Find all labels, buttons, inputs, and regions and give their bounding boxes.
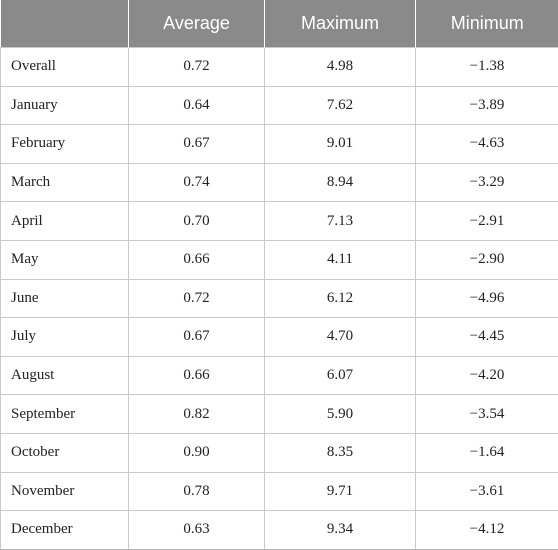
average-cell: 0.66 [128, 239, 265, 280]
maximum-cell: 9.71 [264, 471, 416, 512]
row-label-cell: November [0, 471, 129, 512]
maximum-cell: 8.94 [264, 162, 416, 203]
minimum-cell: −2.91 [415, 201, 558, 241]
table-row: August 0.66 6.07 −4.20 [0, 355, 558, 396]
table-row: May 0.66 4.11 −2.90 [0, 239, 558, 280]
minimum-cell: −4.96 [415, 278, 558, 319]
maximum-cell: 7.62 [264, 85, 416, 126]
row-label-cell: May [0, 239, 129, 280]
average-cell: 0.70 [128, 201, 265, 241]
table-row: April 0.70 7.13 −2.91 [0, 201, 558, 241]
table-row: July 0.67 4.70 −4.45 [0, 317, 558, 357]
header-cell-average: Average [128, 0, 265, 48]
average-cell: 0.67 [128, 317, 265, 357]
minimum-cell: −3.61 [415, 471, 558, 512]
row-label-cell: February [0, 124, 129, 164]
table-header: Average Maximum Minimum [0, 0, 558, 48]
row-label-cell: January [0, 85, 129, 126]
minimum-cell: −1.64 [415, 432, 558, 473]
average-cell: 0.66 [128, 355, 265, 396]
maximum-cell: 8.35 [264, 432, 416, 473]
table-row: March 0.74 8.94 −3.29 [0, 162, 558, 203]
minimum-cell: −3.54 [415, 394, 558, 434]
maximum-cell: 5.90 [264, 394, 416, 434]
table-row: February 0.67 9.01 −4.63 [0, 124, 558, 164]
table-row: November 0.78 9.71 −3.61 [0, 471, 558, 512]
row-label-cell: July [0, 317, 129, 357]
table-row: December 0.63 9.34 −4.12 [0, 510, 558, 550]
header-row: Average Maximum Minimum [0, 0, 558, 48]
table-row: June 0.72 6.12 −4.96 [0, 278, 558, 319]
minimum-cell: −3.29 [415, 162, 558, 203]
maximum-cell: 9.01 [264, 124, 416, 164]
row-label-cell: March [0, 162, 129, 203]
average-cell: 0.64 [128, 85, 265, 126]
table-row: Overall 0.72 4.98 −1.38 [0, 47, 558, 87]
maximum-cell: 6.12 [264, 278, 416, 319]
minimum-cell: −4.45 [415, 317, 558, 357]
average-cell: 0.74 [128, 162, 265, 203]
maximum-cell: 9.34 [264, 510, 416, 550]
maximum-cell: 6.07 [264, 355, 416, 396]
maximum-cell: 4.98 [264, 47, 416, 87]
average-cell: 0.72 [128, 278, 265, 319]
average-cell: 0.78 [128, 471, 265, 512]
average-cell: 0.82 [128, 394, 265, 434]
maximum-cell: 7.13 [264, 201, 416, 241]
table-row: January 0.64 7.62 −3.89 [0, 85, 558, 126]
average-cell: 0.90 [128, 432, 265, 473]
minimum-cell: −4.12 [415, 510, 558, 550]
header-cell-label [0, 0, 129, 48]
row-label-cell: June [0, 278, 129, 319]
row-label-cell: April [0, 201, 129, 241]
header-cell-maximum: Maximum [264, 0, 416, 48]
minimum-cell: −4.63 [415, 124, 558, 164]
minimum-cell: −3.89 [415, 85, 558, 126]
table-row: September 0.82 5.90 −3.54 [0, 394, 558, 434]
row-label-cell: December [0, 510, 129, 550]
row-label-cell: October [0, 432, 129, 473]
average-cell: 0.63 [128, 510, 265, 550]
average-cell: 0.72 [128, 47, 265, 87]
row-label-cell: September [0, 394, 129, 434]
maximum-cell: 4.70 [264, 317, 416, 357]
header-cell-minimum: Minimum [415, 0, 558, 48]
minimum-cell: −2.90 [415, 239, 558, 280]
table-row: October 0.90 8.35 −1.64 [0, 432, 558, 473]
maximum-cell: 4.11 [264, 239, 416, 280]
minimum-cell: −1.38 [415, 47, 558, 87]
row-label-cell: Overall [0, 47, 129, 87]
row-label-cell: August [0, 355, 129, 396]
average-cell: 0.67 [128, 124, 265, 164]
table-body: Overall 0.72 4.98 −1.38 January 0.64 7.62 −3.89… [0, 47, 558, 550]
minimum-cell: −4.20 [415, 355, 558, 396]
